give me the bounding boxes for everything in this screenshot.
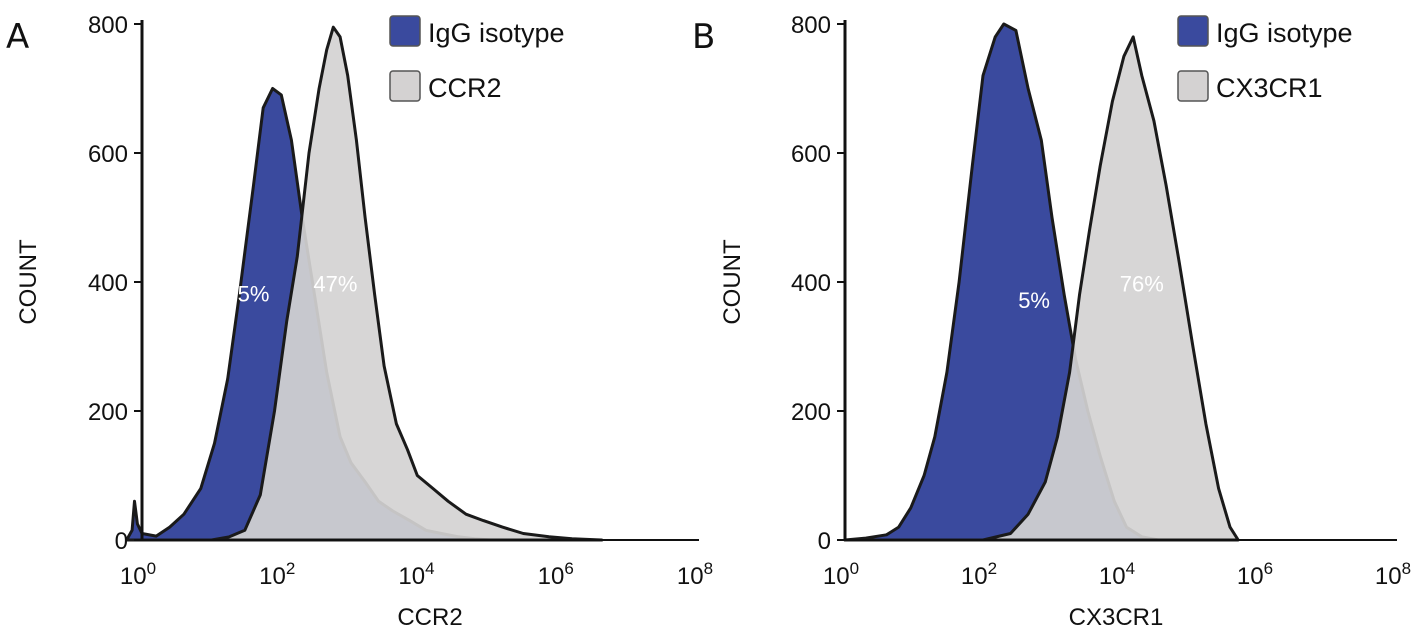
legend-label-igg-isotype: IgG isotype: [428, 18, 565, 48]
x-tick-label: 108: [677, 559, 713, 590]
x-tick-label: 106: [1237, 559, 1273, 590]
x-tick-label: 104: [398, 559, 434, 590]
y-tick-label: 400: [791, 270, 831, 297]
chart-panel-a: A COUNT CCR2 5% 47% 0 200 400 600 800 100 102 10…: [6, 12, 713, 631]
legend-label-ccr2: CCR2: [428, 73, 502, 103]
y-axis-label: COUNT: [719, 239, 746, 325]
x-tick-label: 102: [961, 559, 997, 590]
legend: IgG isotype CX3CR1: [1177, 15, 1353, 103]
x-axis-label: CX3CR1: [1069, 604, 1164, 631]
y-tick-label: 200: [791, 399, 831, 426]
x-tick-label: 102: [259, 559, 295, 590]
x-tick-label: 108: [1375, 559, 1411, 590]
y-tick-label: 800: [88, 12, 128, 39]
x-tick-label: 100: [823, 559, 859, 590]
x-tick-label: 100: [120, 559, 156, 590]
y-tick-label: 400: [88, 270, 128, 297]
y-tick-label: 600: [88, 141, 128, 168]
y-axis-title: COUNT: [15, 239, 42, 325]
legend: IgG isotype CCR2: [389, 15, 565, 103]
y-tick-label: 200: [88, 399, 128, 426]
chart-panel-b: B COUNT CX3CR1 5% 76% 0 200 400 600 800 100 102…: [692, 12, 1411, 631]
histogram-area-ccr2: [125, 25, 604, 542]
legend-label-cx3cr1: CX3CR1: [1216, 73, 1323, 103]
y-tick-label: 600: [791, 141, 831, 168]
y-tick-label: 800: [791, 12, 831, 39]
legend-swatch-ccr2: [389, 70, 421, 102]
y-axis-label: COUNT: [15, 239, 42, 325]
axes: 0 200 400 600 800 100 102 104 106 108: [88, 12, 713, 590]
y-tick-label: 0: [115, 528, 128, 555]
y-axis-title: COUNT: [719, 239, 746, 325]
axes: 0 200 400 600 800 100 102 104 106 108: [791, 12, 1411, 590]
percent-label-igg-isotype: 5%: [1018, 288, 1050, 313]
percent-label-ccr2: 47%: [313, 272, 357, 297]
plot-area: 5% 47%: [125, 25, 604, 542]
histogram-area-cx3cr1: [843, 35, 1240, 542]
legend-label-igg-isotype: IgG isotype: [1216, 18, 1353, 48]
x-tick-label: 104: [1099, 559, 1135, 590]
x-tick-label: 106: [538, 559, 574, 590]
legend-swatch-cx3cr1: [1177, 70, 1209, 102]
legend-swatch-igg-isotype: [389, 15, 421, 47]
plot-area: 5% 76%: [843, 22, 1240, 542]
percent-label-cx3cr1: 76%: [1120, 272, 1164, 297]
y-tick-label: 0: [818, 528, 831, 555]
legend-swatch-igg-isotype: [1177, 15, 1209, 47]
x-axis-label: CCR2: [397, 604, 462, 631]
panel-letter: A: [6, 17, 29, 57]
panel-letter: B: [692, 17, 715, 57]
percent-label-igg-isotype: 5%: [238, 281, 270, 306]
